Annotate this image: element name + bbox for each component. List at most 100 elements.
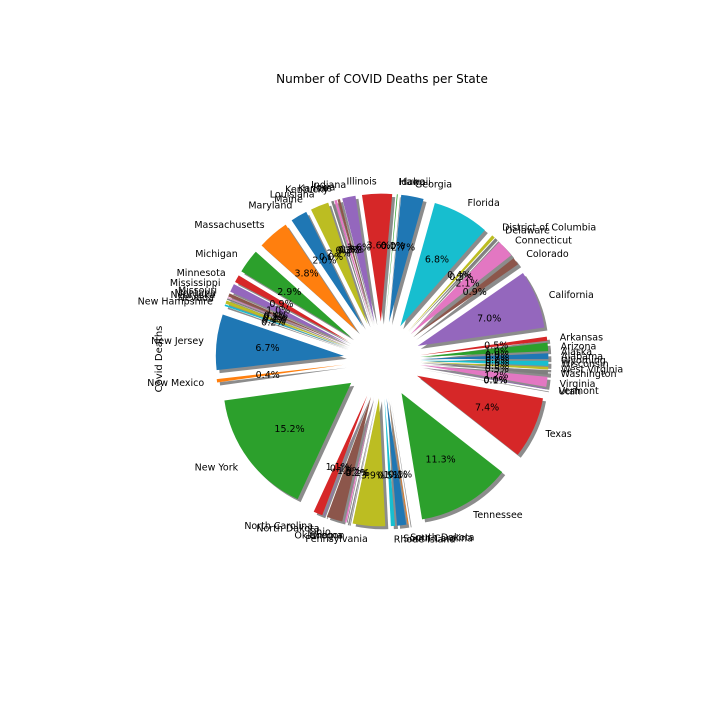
slice-colorado xyxy=(412,258,519,338)
slice-nebraska xyxy=(226,298,347,346)
slice-label-connecticut: Connecticut xyxy=(515,235,572,246)
slice-percent-kansas: 0.3% xyxy=(338,245,362,256)
slice-label-nevada: Nevada xyxy=(178,293,214,304)
slice-label-hawaii: Hawaii xyxy=(399,177,431,188)
slice-percent-maine: 0.0% xyxy=(319,252,343,263)
slice-kentucky xyxy=(331,200,371,324)
slice-new-york xyxy=(224,382,352,500)
slice-percent-florida: 6.8% xyxy=(425,254,449,265)
slice-arizona xyxy=(420,342,549,357)
slice-utah xyxy=(419,366,546,390)
slice-percent-wisconsin: 0.6% xyxy=(485,358,509,369)
slice-washington xyxy=(420,362,549,375)
slice-label-new-jersey: New Jersey xyxy=(151,336,204,347)
slice-percent-wyoming: 0.0% xyxy=(485,356,509,367)
slice-percent-washington: 0.5% xyxy=(485,364,509,375)
y-axis-label: Covid Deaths xyxy=(154,326,165,393)
slice-district-of-columbia xyxy=(407,235,495,332)
slice-south-dakota xyxy=(388,397,409,525)
slice-percent-minnesota: 0.9% xyxy=(269,299,293,310)
slice-label-missouri: Missouri xyxy=(178,285,217,296)
slice-label-new-hampshire: New Hampshire xyxy=(138,296,213,307)
slice-percent-arkansas: 0.5% xyxy=(484,341,508,352)
slice-percent-district-of-columbia: 0.4% xyxy=(447,270,471,281)
slice-new-mexico xyxy=(216,364,344,383)
slice-percent-ohio: 1.9% xyxy=(337,466,361,477)
slice-percent-kentucky: 0.3% xyxy=(336,246,360,257)
slice-percent-vermont: 0.0% xyxy=(483,375,507,386)
slice-label-mississippi: Mississippi xyxy=(170,278,221,289)
slice-georgia xyxy=(389,194,424,323)
slice-minnesota xyxy=(235,275,349,342)
slice-label-nebraska: Nebraska xyxy=(170,290,215,301)
slice-label-south-dakota: South Dakota xyxy=(410,532,474,543)
slice-shadow-oklahoma xyxy=(347,400,377,526)
slice-percent-nevada: 0.4% xyxy=(262,315,286,326)
slice-north-dakota xyxy=(323,395,369,517)
slice-percent-rhode-island: 0.5% xyxy=(378,470,402,481)
slice-percent-missouri: 0.4% xyxy=(264,310,288,321)
slice-percent-arizona: 1.0% xyxy=(485,346,509,357)
slice-label-north-dakota: North Dakota xyxy=(256,523,319,534)
slice-shadow-georgia xyxy=(392,197,427,326)
slice-percent-mississippi: 1.0% xyxy=(266,306,290,317)
slice-shadow-south-carolina xyxy=(389,401,410,529)
slice-percent-alabama: 0.7% xyxy=(485,353,509,364)
slice-arkansas xyxy=(420,336,548,356)
slice-label-michigan: Michigan xyxy=(195,249,238,260)
slice-label-maryland: Maryland xyxy=(248,200,292,211)
slice-percent-pennsylvania: 3.9% xyxy=(361,470,385,481)
slice-california xyxy=(417,273,545,346)
slice-nevada xyxy=(225,300,347,347)
slice-label-tennessee: Tennessee xyxy=(472,510,523,521)
slice-label-minnesota: Minnesota xyxy=(177,268,226,279)
slice-percent-iowa: 0.3% xyxy=(340,244,364,255)
slice-wisconsin xyxy=(420,360,549,366)
slice-percent-oregon: 0.1% xyxy=(346,468,370,479)
slice-shadow-new-hampshire xyxy=(227,307,349,351)
percent-labels: 0.7%0.0%1.0%0.5%7.0%0.9%2.1%0.3%0.4%6.8%… xyxy=(255,240,509,481)
slice-alabama xyxy=(420,353,549,360)
chart-title: Number of COVID Deaths per State xyxy=(276,72,488,86)
slice-label-new-mexico: New Mexico xyxy=(147,378,204,389)
slice-label-vermont: Vermont xyxy=(559,386,599,397)
slice-delaware xyxy=(408,238,498,333)
slice-label-georgia: Georgia xyxy=(415,179,452,190)
slice-iowa xyxy=(337,199,373,323)
slice-percent-new-jersey: 6.7% xyxy=(255,343,279,354)
slice-tennessee xyxy=(401,393,503,520)
slice-label-arizona: Arizona xyxy=(561,341,597,352)
slice-percent-north-dakota: 0.1% xyxy=(330,463,354,474)
slice-label-west-virginia: West Virginia xyxy=(561,364,623,375)
slice-label-maine: Maine xyxy=(274,195,303,206)
slice-label-alaska: Alaska xyxy=(561,347,592,358)
slice-label-wyoming: Wyoming xyxy=(561,356,606,367)
slice-percent-nebraska: 0.2% xyxy=(263,313,287,324)
slice-connecticut xyxy=(410,242,512,335)
slice-shadow-district-of-columbia xyxy=(410,238,498,335)
slice-label-pennsylvania: Pennsylvania xyxy=(305,534,367,545)
slice-oklahoma xyxy=(344,397,374,523)
slice-percent-louisiana: 2.2% xyxy=(327,249,351,260)
slice-rhode-island xyxy=(384,398,396,527)
slice-new-jersey xyxy=(215,314,344,371)
slice-michigan xyxy=(241,251,352,338)
slice-maryland xyxy=(291,211,363,327)
slice-percent-oklahoma: 0.2% xyxy=(345,468,369,479)
slice-label-wisconsin: Wisconsin xyxy=(561,359,608,370)
slice-shadow-new-mexico xyxy=(219,367,347,386)
slice-shadow-iowa xyxy=(340,202,376,326)
slice-label-illinois: Illinois xyxy=(347,176,377,187)
slice-percent-north-carolina: 1.1% xyxy=(326,462,350,473)
slice-label-north-carolina: North Carolina xyxy=(244,521,313,532)
slice-percent-massachusetts: 3.8% xyxy=(294,268,318,279)
slice-shadow-idaho xyxy=(388,197,401,325)
slice-texas xyxy=(417,375,544,455)
slice-pennsylvania xyxy=(352,398,386,527)
slice-percent-new-hampshire: 0.2% xyxy=(261,318,285,329)
slice-massachusetts xyxy=(261,224,357,331)
slice-shadow-oregon xyxy=(349,400,377,526)
slice-label-colorado: Colorado xyxy=(526,249,569,260)
slice-percent-virginia: 1.2% xyxy=(484,371,508,382)
